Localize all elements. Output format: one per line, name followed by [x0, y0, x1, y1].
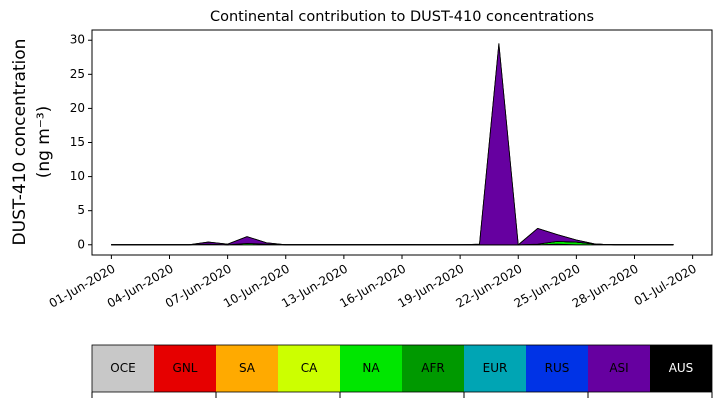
legend-frame — [91, 344, 713, 393]
legend-swatch — [464, 345, 526, 392]
chart-title: Continental contribution to DUST-410 con… — [210, 9, 594, 25]
y-axis-label: (ng m⁻³) — [34, 106, 54, 179]
y-tick-label: 20 — [70, 101, 85, 115]
plot-frame — [91, 29, 713, 256]
legend-label: NA — [362, 361, 380, 375]
x-tick-label: 01-Jul-2020 — [632, 262, 699, 309]
legend-swatch — [402, 345, 464, 392]
legend-swatch — [650, 345, 712, 392]
legend-swatch — [154, 345, 216, 392]
legend-label: RUS — [545, 361, 570, 375]
y-tick-label: 25 — [70, 67, 85, 81]
y-tick-label: 0 — [77, 237, 85, 251]
legend-swatch — [92, 345, 154, 392]
legend-swatch — [340, 345, 402, 392]
y-tick-label: 5 — [77, 203, 85, 217]
x-tick-label: 28-Jun-2020 — [570, 262, 641, 311]
legend-label: SA — [239, 361, 256, 375]
y-axis-label: DUST-410 concentration — [10, 39, 30, 246]
legend-label: CA — [301, 361, 318, 375]
legend-swatch — [526, 345, 588, 392]
legend-label: AFR — [421, 361, 444, 375]
legend-label: ASI — [609, 361, 628, 375]
area — [110, 43, 674, 246]
legend-label: GNL — [173, 361, 198, 375]
area — [110, 43, 674, 246]
legend-label: AUS — [669, 361, 694, 375]
y-tick-label: 30 — [70, 33, 85, 47]
legend-swatch — [216, 345, 278, 392]
y-tick-label: 15 — [70, 135, 85, 149]
legend-label: EUR — [483, 361, 508, 375]
legend-swatch — [588, 345, 650, 392]
legend-label: OCE — [110, 361, 135, 375]
y-tick-label: 10 — [70, 169, 85, 183]
legend-swatch — [278, 345, 340, 392]
